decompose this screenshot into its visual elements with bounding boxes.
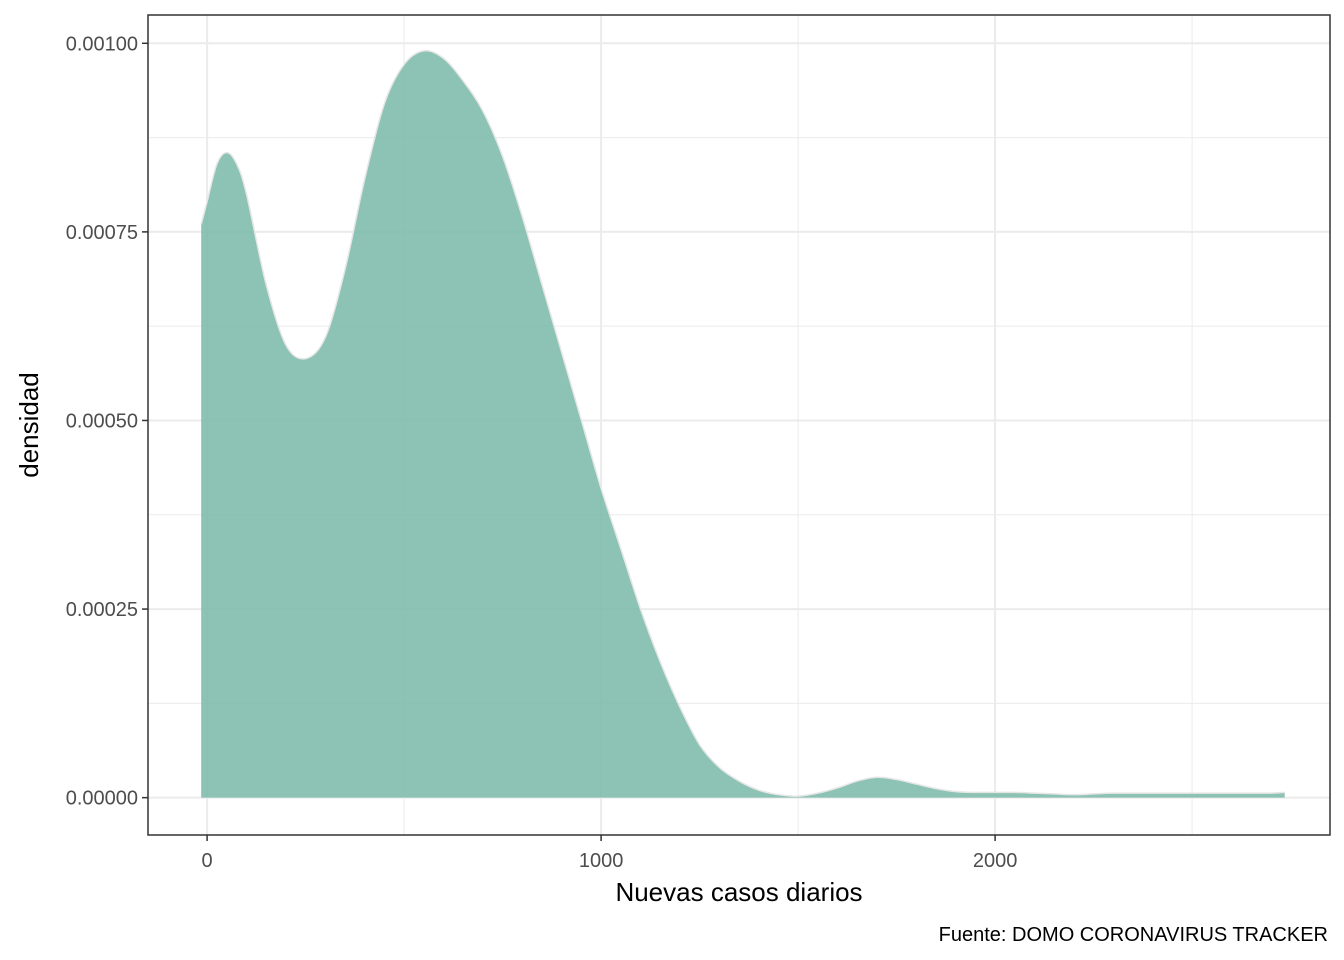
x-tick-label: 0 xyxy=(202,850,213,872)
x-axis-title: Nuevas casos diarios xyxy=(615,877,862,907)
panel-border xyxy=(147,14,1331,836)
source-caption: Fuente: DOMO CORONAVIRUS TRACKER xyxy=(939,924,1328,946)
x-tick-label: 2000 xyxy=(973,850,1018,872)
x-axis: 0 1000 2000 xyxy=(202,835,1018,872)
y-tick-label: 0.00075 xyxy=(66,222,138,244)
density-area-group xyxy=(200,49,1285,798)
y-tick-label: 0.00000 xyxy=(66,788,138,810)
y-tick-label: 0.00050 xyxy=(66,410,138,432)
y-axis: 0.00000 0.00025 0.00050 0.00075 0.00100 xyxy=(66,33,148,810)
y-axis-title: densidad xyxy=(14,372,44,478)
density-area xyxy=(201,50,1285,798)
x-tick-label: 1000 xyxy=(579,850,624,872)
y-tick-label: 0.00025 xyxy=(66,599,138,621)
y-tick-label: 0.00100 xyxy=(66,33,138,55)
density-curve xyxy=(200,49,1285,797)
